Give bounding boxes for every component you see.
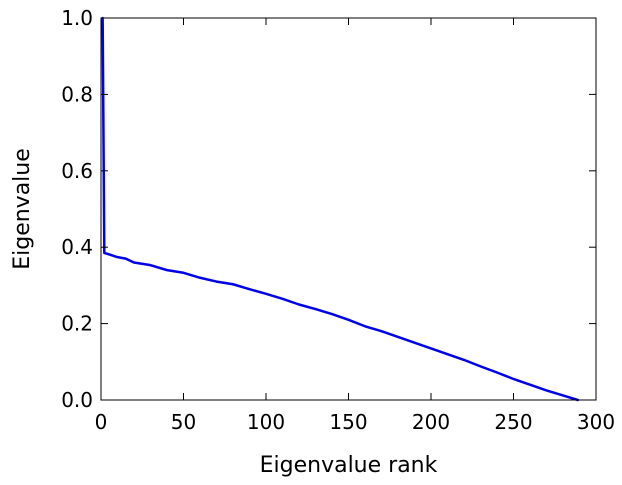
y-tick-label: 0.0 [61,388,93,412]
y-axis-label: Eigenvalue [10,148,35,270]
plot-area [101,18,596,400]
x-tick-label: 300 [577,410,615,434]
tick-labels-layer: 0 50 100 150 200 250 300 0.0 0.2 0.4 0.6 0.8 1.0 [61,6,615,434]
x-tick-label: 100 [247,410,285,434]
x-axis-label: Eigenvalue rank [260,453,438,478]
x-tick-label: 250 [494,410,532,434]
x-tick-label: 50 [171,410,196,434]
series-layer [101,16,580,402]
series-line-0 [101,16,580,402]
y-tick-label: 0.8 [61,82,93,106]
y-tick-label: 0.2 [61,312,93,336]
y-tick-label: 1.0 [61,6,93,30]
x-tick-label: 0 [95,410,108,434]
x-tick-label: 200 [412,410,450,434]
ticks-layer [100,17,597,401]
y-tick-label: 0.6 [61,159,93,183]
y-tick-label: 0.4 [61,235,93,259]
x-tick-label: 150 [329,410,367,434]
